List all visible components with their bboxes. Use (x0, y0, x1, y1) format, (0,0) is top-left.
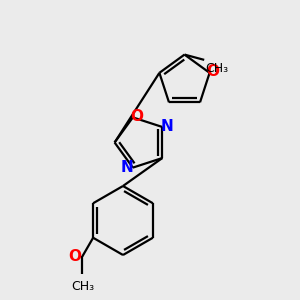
Text: N: N (121, 160, 134, 175)
Text: N: N (161, 119, 173, 134)
Text: CH₃: CH₃ (71, 280, 94, 293)
Text: O: O (207, 64, 220, 79)
Text: O: O (68, 249, 81, 264)
Text: CH₃: CH₃ (206, 62, 229, 75)
Text: O: O (130, 109, 143, 124)
